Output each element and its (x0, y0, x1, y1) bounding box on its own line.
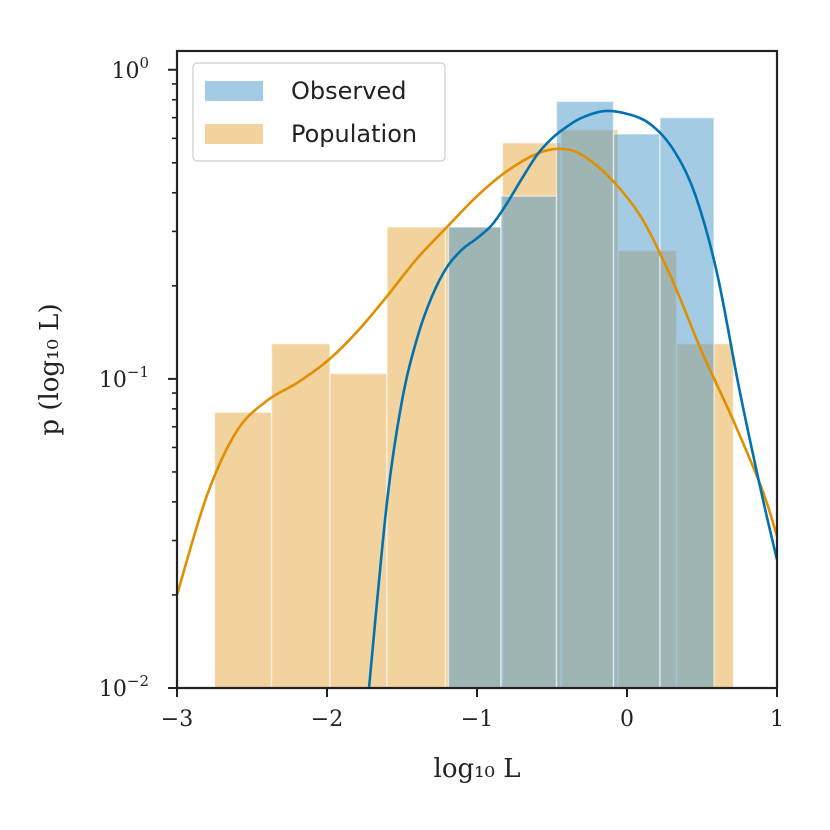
legend-label-observed: Observed (291, 77, 406, 105)
x-axis-label: log₁₀ L (434, 754, 521, 784)
legend: Observed Population (192, 62, 446, 162)
y-tick-label-0: 10−2 (99, 672, 149, 702)
axis-ticks: −3 −2 −1 0 1 10−2 10−1 100 (99, 54, 784, 732)
y-axis-label: p (log₁₀ L) (35, 303, 65, 435)
x-tick-label-1: −2 (311, 707, 343, 732)
x-tick-label-3: 0 (620, 707, 634, 732)
legend-label-population: Population (291, 120, 417, 148)
bar-observed-0 (447, 226, 502, 689)
legend-swatch-population (205, 124, 263, 144)
density-curve-1 (367, 109, 777, 688)
bar-population-1 (270, 342, 331, 689)
bar-population-3 (386, 226, 447, 689)
bar-observed-4 (659, 116, 715, 689)
bar-observed-3 (612, 133, 661, 689)
bar-observed-1 (500, 195, 558, 689)
histogram-bars (213, 100, 735, 689)
density-curves (177, 109, 777, 688)
bar-population-0 (213, 411, 273, 689)
density-curve-0 (177, 147, 777, 596)
bar-observed-2 (555, 100, 615, 689)
bar-population-2 (329, 372, 388, 689)
x-tick-label-0: −3 (161, 707, 193, 732)
x-tick-label-4: 1 (770, 707, 784, 732)
x-tick-label-2: −1 (461, 707, 493, 732)
y-tick-label-2: 100 (111, 54, 149, 84)
legend-swatch-observed (205, 81, 263, 101)
y-tick-label-1: 10−1 (99, 363, 149, 393)
